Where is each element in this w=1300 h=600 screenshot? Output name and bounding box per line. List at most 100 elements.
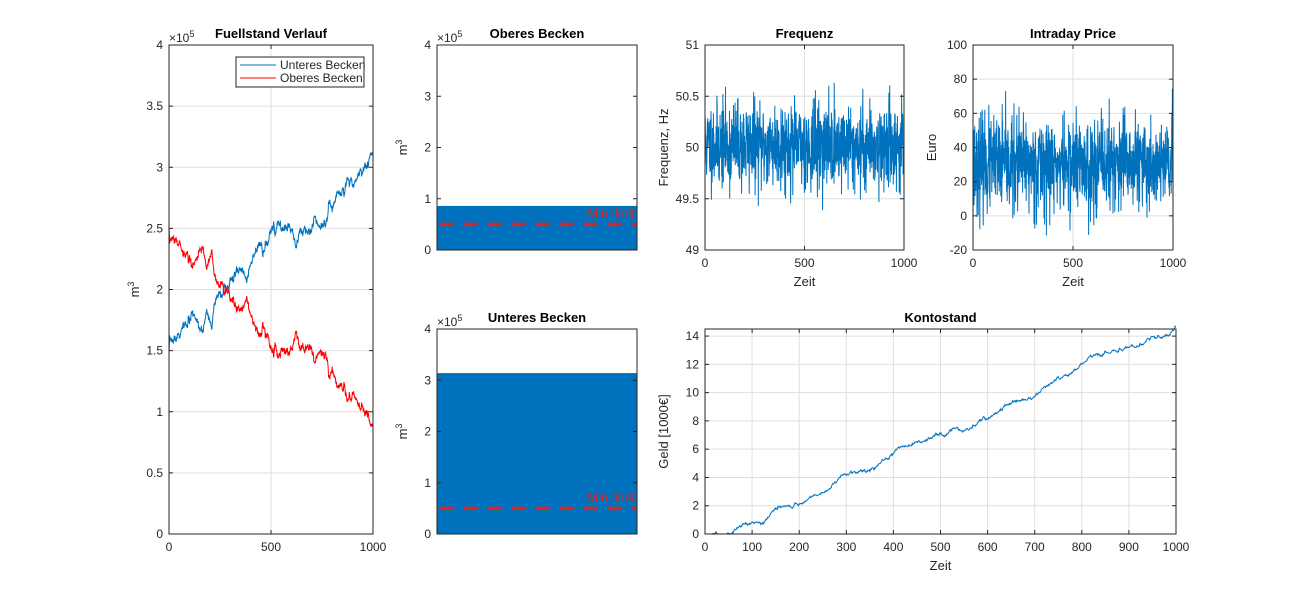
chart-title: Frequenz: [776, 26, 834, 41]
y-tick-label: -20: [950, 243, 968, 257]
y-axis-label-text: m: [395, 145, 410, 156]
x-tick-label: 800: [1072, 540, 1092, 554]
y-axis-label-text: Geld [1000€]: [656, 394, 671, 468]
y-tick-label: 6: [692, 442, 699, 456]
y-tick-label: 4: [156, 38, 163, 52]
y-tick-label: 40: [954, 141, 968, 155]
y-tick-label: 50: [686, 141, 700, 155]
y-axis-label-sup: 3: [394, 140, 404, 145]
series-line-0: [705, 325, 1177, 535]
series-line-0: [168, 151, 374, 351]
axis-multiplier: ×105: [169, 29, 194, 45]
y-tick-label: 1: [424, 192, 431, 206]
y-axis-label-text: m: [127, 287, 142, 298]
x-tick-label: 500: [794, 256, 814, 270]
y-tick-label: 0: [424, 527, 431, 541]
chart-title: Unteres Becken: [488, 310, 586, 325]
x-tick-label: 500: [261, 540, 281, 554]
legend-entry: Oberes Becken: [280, 71, 363, 85]
y-tick-label: 1: [156, 405, 163, 419]
y-tick-label: 51: [686, 38, 700, 52]
y-axis-label-sup: 3: [126, 282, 136, 287]
x-tick-label: 1000: [1160, 256, 1187, 270]
series-line-0: [972, 88, 1174, 236]
axis-multiplier-base: ×10: [169, 31, 190, 45]
y-tick-label: 2: [424, 425, 431, 439]
y-tick-label: 14: [686, 329, 700, 343]
y-tick-label: 2: [156, 283, 163, 297]
axes-frequenz: 49 49.5 50 50.5 51 0 500 1000 Frequenz Zeit Freque…: [656, 26, 918, 289]
series-line-1: [168, 228, 374, 428]
min-limit-label: Min limit: [587, 205, 635, 220]
y-tick-label: 0: [156, 527, 163, 541]
x-tick-label: 1000: [891, 256, 918, 270]
y-axis-label: Euro: [924, 134, 939, 161]
y-axis-label-text: Frequenz, Hz: [656, 108, 671, 186]
level-bar: [437, 205, 637, 250]
x-tick-label: 400: [883, 540, 903, 554]
y-tick-label: 4: [424, 322, 431, 336]
axis-multiplier-exp: 5: [189, 29, 194, 39]
y-tick-label: 12: [686, 357, 700, 371]
x-axis-label: Zeit: [794, 274, 816, 289]
y-tick-label: 3: [156, 160, 163, 174]
y-tick-label: 2.5: [146, 221, 163, 235]
chart-title: Kontostand: [904, 310, 976, 325]
y-axis-label-text: Euro: [924, 134, 939, 161]
legend-entry: Unteres Becken: [280, 58, 365, 72]
axes-kontostand: 0 2 4 6 8 10 12 14 0 100 200 300 400 500 600 700 800 900 1…: [656, 310, 1190, 573]
y-tick-label: 50.5: [676, 89, 700, 103]
x-tick-label: 700: [1025, 540, 1045, 554]
x-tick-label: 500: [1063, 256, 1083, 270]
y-tick-label: 8: [692, 414, 699, 428]
y-tick-label: 80: [954, 72, 968, 86]
x-axis-label: Zeit: [1062, 274, 1084, 289]
x-tick-label: 0: [166, 540, 173, 554]
chart-title: Oberes Becken: [490, 26, 585, 41]
y-tick-label: 0: [424, 243, 431, 257]
x-tick-label: 0: [702, 540, 709, 554]
y-axis-label: Frequenz, Hz: [656, 108, 671, 186]
y-tick-label: 4: [424, 38, 431, 52]
y-axis-label: Geld [1000€]: [656, 394, 671, 468]
y-tick-label: 0: [960, 209, 967, 223]
y-axis-label: m3: [394, 140, 410, 156]
y-tick-label: 4: [692, 470, 699, 484]
y-tick-label: 49: [686, 243, 700, 257]
y-tick-label: 10: [686, 386, 700, 400]
x-tick-label: 100: [742, 540, 762, 554]
axis-multiplier: ×105: [437, 313, 462, 329]
y-tick-label: 49.5: [676, 192, 700, 206]
axis-multiplier-exp: 5: [457, 29, 462, 39]
axis-multiplier-exp: 5: [457, 313, 462, 323]
x-tick-label: 600: [978, 540, 998, 554]
y-axis-label-sup: 3: [394, 424, 404, 429]
x-tick-label: 200: [789, 540, 809, 554]
y-tick-label: 2: [424, 141, 431, 155]
y-tick-label: 3: [424, 89, 431, 103]
y-tick-label: 20: [954, 175, 968, 189]
x-tick-label: 500: [930, 540, 950, 554]
y-tick-label: 3.5: [146, 99, 163, 113]
x-tick-label: 0: [970, 256, 977, 270]
x-tick-label: 300: [836, 540, 856, 554]
y-axis-label: m3: [394, 424, 410, 440]
y-tick-label: 2: [692, 499, 699, 513]
y-tick-label: 0.5: [146, 466, 163, 480]
y-tick-label: 0: [692, 527, 699, 541]
y-tick-label: 60: [954, 106, 968, 120]
x-tick-label: 0: [702, 256, 709, 270]
x-tick-label: 1000: [1163, 540, 1190, 554]
chart-title: Intraday Price: [1030, 26, 1116, 41]
chart-title: Fuellstand Verlauf: [215, 26, 328, 41]
y-tick-label: 100: [947, 38, 967, 52]
axis-multiplier-base: ×10: [437, 31, 458, 45]
y-tick-label: 1: [424, 476, 431, 490]
x-tick-label: 1000: [360, 540, 387, 554]
